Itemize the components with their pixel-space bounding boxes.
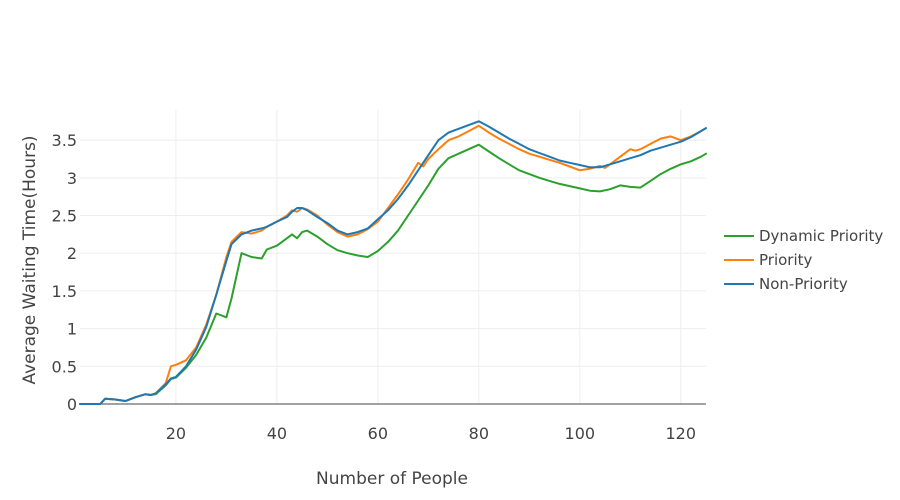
legend-item-dynamic-priority[interactable]: Dynamic Priority <box>724 227 883 245</box>
x-tick-label: 60 <box>368 424 388 443</box>
y-axis-title: Average Waiting Time(Hours) <box>20 135 40 384</box>
y-tick-label: 0.5 <box>52 357 77 376</box>
y-tick-label: 0 <box>67 395 77 414</box>
legend-item-priority[interactable]: Priority <box>724 251 813 269</box>
x-tick-label: 80 <box>469 424 489 443</box>
series-line-priority <box>79 124 707 405</box>
y-tick-label: 2 <box>67 244 77 263</box>
legend-label: Dynamic Priority <box>759 227 883 245</box>
x-tick-label: 100 <box>565 424 596 443</box>
x-axis-ticks: 20 40 60 80 100 120 <box>166 424 696 443</box>
y-tick-label: 3.5 <box>52 131 77 150</box>
y-axis-ticks: 0 0.5 1 1.5 2 2.5 3 3.5 <box>52 131 77 414</box>
y-tick-label: 1.5 <box>52 282 77 301</box>
legend-item-non-priority[interactable]: Non-Priority <box>724 275 848 293</box>
y-tick-label: 3 <box>67 169 77 188</box>
legend: Dynamic Priority Priority Non-Priority <box>724 227 883 293</box>
x-tick-label: 20 <box>166 424 186 443</box>
plot-area <box>79 120 707 405</box>
y-tick-label: 1 <box>67 320 77 339</box>
x-tick-label: 120 <box>665 424 696 443</box>
legend-label: Priority <box>759 251 813 269</box>
series-line-non-priority <box>79 120 707 405</box>
y-tick-label: 2.5 <box>52 207 77 226</box>
x-axis-title: Number of People <box>316 469 468 489</box>
gridlines <box>80 110 706 405</box>
legend-label: Non-Priority <box>759 275 848 293</box>
x-tick-label: 40 <box>267 424 287 443</box>
